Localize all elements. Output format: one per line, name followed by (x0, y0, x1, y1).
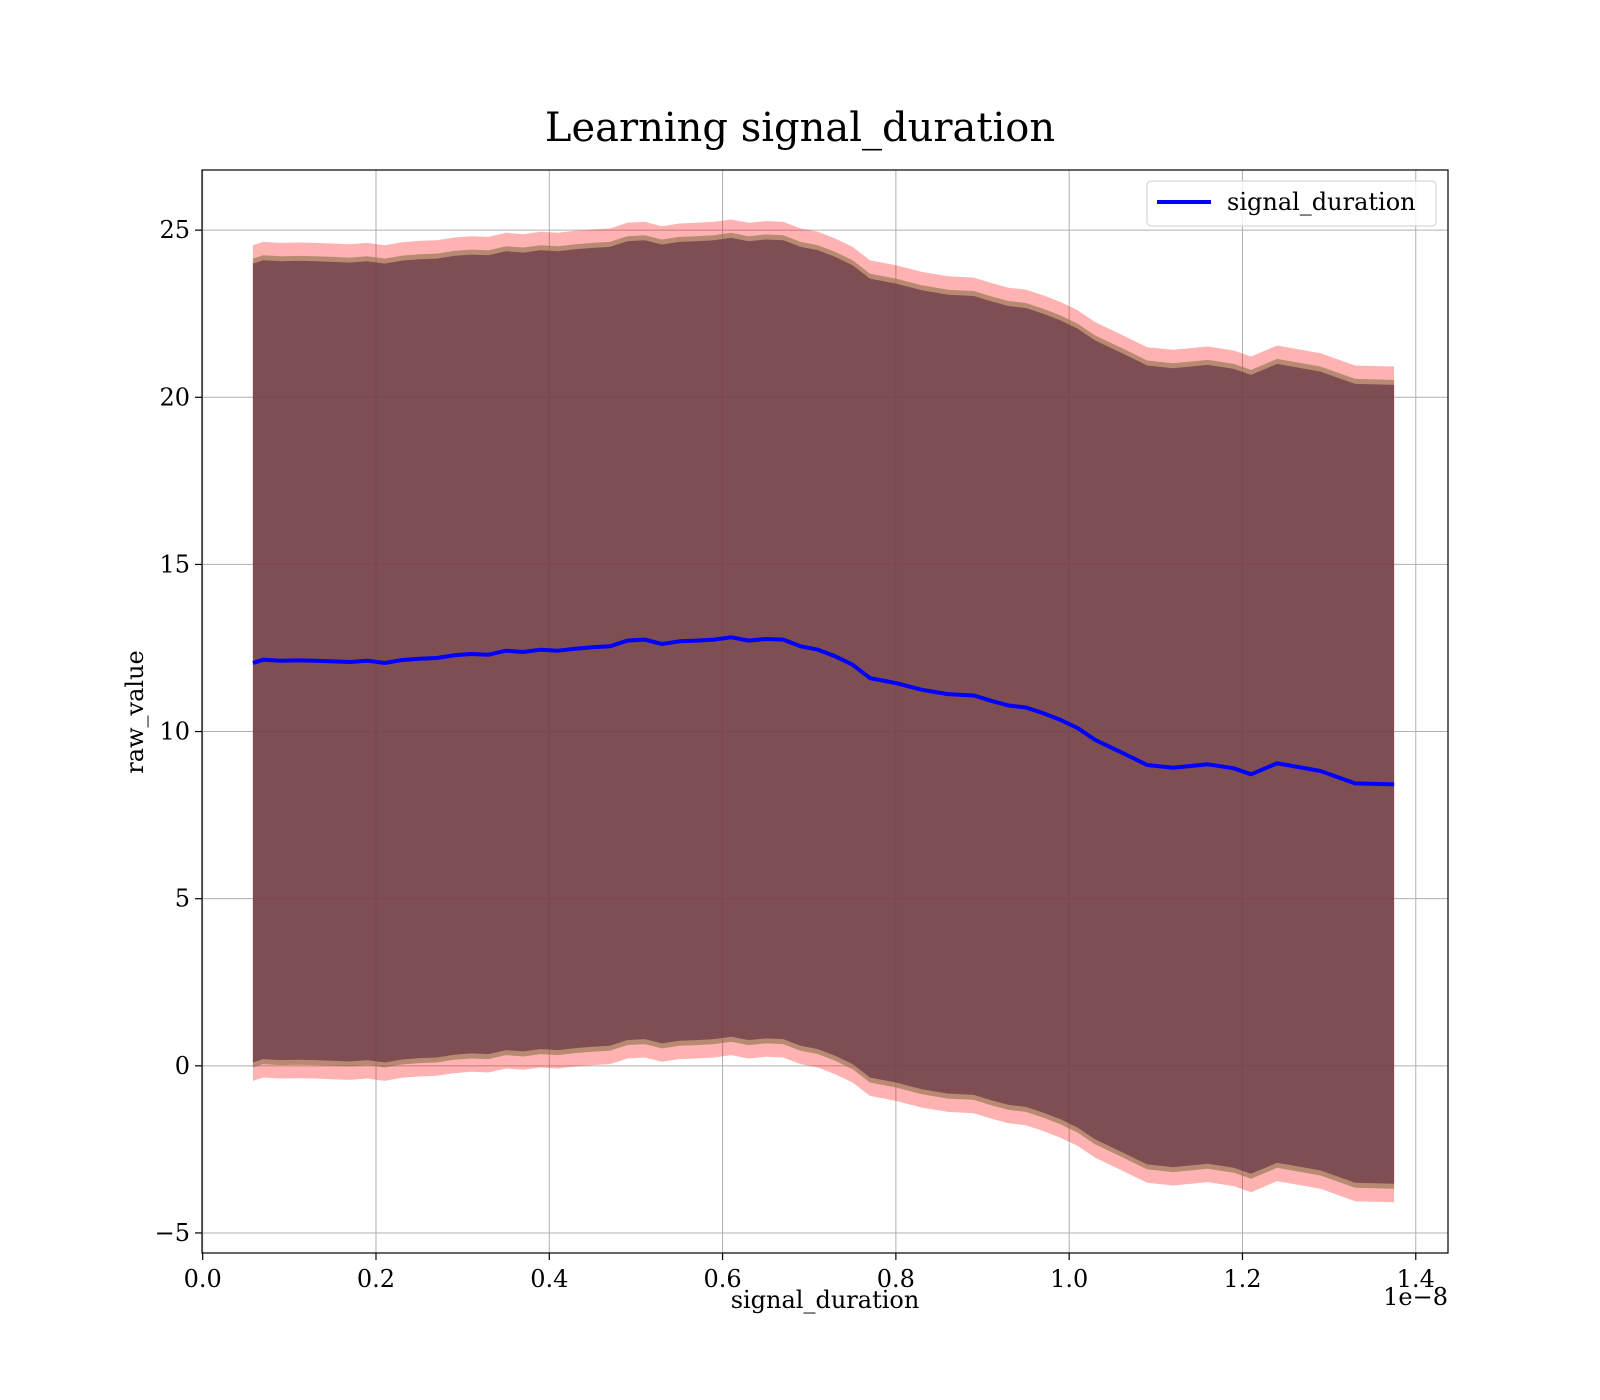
series-lines (252, 635, 1395, 787)
x-tick-label: 0.0 (184, 1265, 222, 1293)
x-axis-label: signal_duration (731, 1286, 920, 1314)
plot-frame (201, 169, 1449, 1254)
y-tick-label: 10 (159, 718, 190, 746)
x-tick-label: 1.2 (1223, 1265, 1261, 1293)
x-tick-label: 0.6 (703, 1265, 741, 1293)
legend-label: signal_duration (1227, 188, 1416, 216)
y-axis-label: raw_value (121, 650, 149, 774)
x-axis-offset-label: 1e−8 (1383, 1283, 1448, 1311)
x-tick-label: 0.2 (357, 1265, 395, 1293)
y-tick-label: 25 (159, 216, 190, 244)
series-line (252, 635, 1395, 787)
chart-title: Learning signal_duration (545, 105, 1055, 151)
legend-box (1146, 180, 1437, 227)
legend: signal_duration (1146, 180, 1437, 227)
confidence-bands (252, 219, 1395, 1203)
x-tick-label: 1.4 (1397, 1265, 1435, 1293)
core-band (252, 237, 1395, 1184)
y-tick-label: 5 (175, 885, 190, 913)
y-tick-label: 20 (159, 383, 190, 411)
y-tick-label: 15 (159, 550, 190, 578)
axis-ticks: 0.0 0.2 0.4 0.6 0.8 1.0 1.2 1.4 −5 0 5 10 15 20 25 (155, 216, 1435, 1293)
x-tick-label: 1.0 (1050, 1265, 1088, 1293)
y-tick-label: −5 (155, 1219, 190, 1247)
y-tick-label: 0 (175, 1052, 190, 1080)
x-tick-label: 0.4 (530, 1265, 568, 1293)
x-tick-label: 0.8 (877, 1265, 915, 1293)
